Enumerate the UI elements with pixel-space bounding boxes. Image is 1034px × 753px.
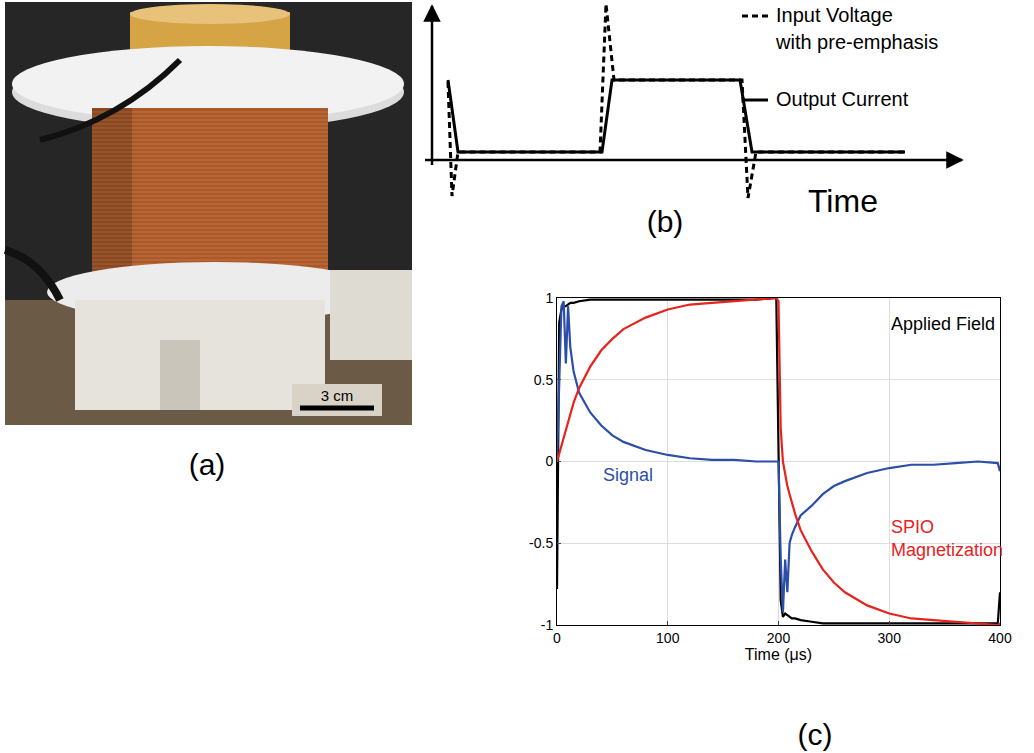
svg-text:Signal: Signal [603, 465, 653, 485]
svg-text:(a): (a) [189, 448, 226, 481]
svg-text:Output Current: Output Current [776, 88, 909, 110]
svg-text:Time (μs): Time (μs) [745, 646, 812, 663]
svg-text:SPIOMagnetization: SPIOMagnetization [891, 517, 1003, 560]
svg-text:100: 100 [656, 630, 680, 646]
svg-text:with pre-emphasis: with pre-emphasis [775, 31, 938, 53]
svg-text:Time: Time [808, 183, 878, 219]
svg-text:0: 0 [545, 453, 553, 469]
svg-text:0: 0 [553, 630, 561, 646]
svg-text:200: 200 [767, 630, 791, 646]
svg-text:3 cm: 3 cm [321, 387, 354, 404]
svg-text:400: 400 [988, 630, 1012, 646]
svg-text:-1: -1 [541, 617, 554, 633]
svg-text:300: 300 [878, 630, 902, 646]
svg-text:(c): (c) [798, 718, 833, 751]
svg-text:Applied Field: Applied Field [891, 314, 995, 334]
svg-text:-0.5: -0.5 [529, 535, 553, 551]
svg-text:0.5: 0.5 [534, 372, 554, 388]
svg-text:Input Voltage: Input Voltage [776, 4, 893, 26]
svg-text:(b): (b) [647, 205, 684, 238]
svg-text:1: 1 [545, 290, 553, 306]
